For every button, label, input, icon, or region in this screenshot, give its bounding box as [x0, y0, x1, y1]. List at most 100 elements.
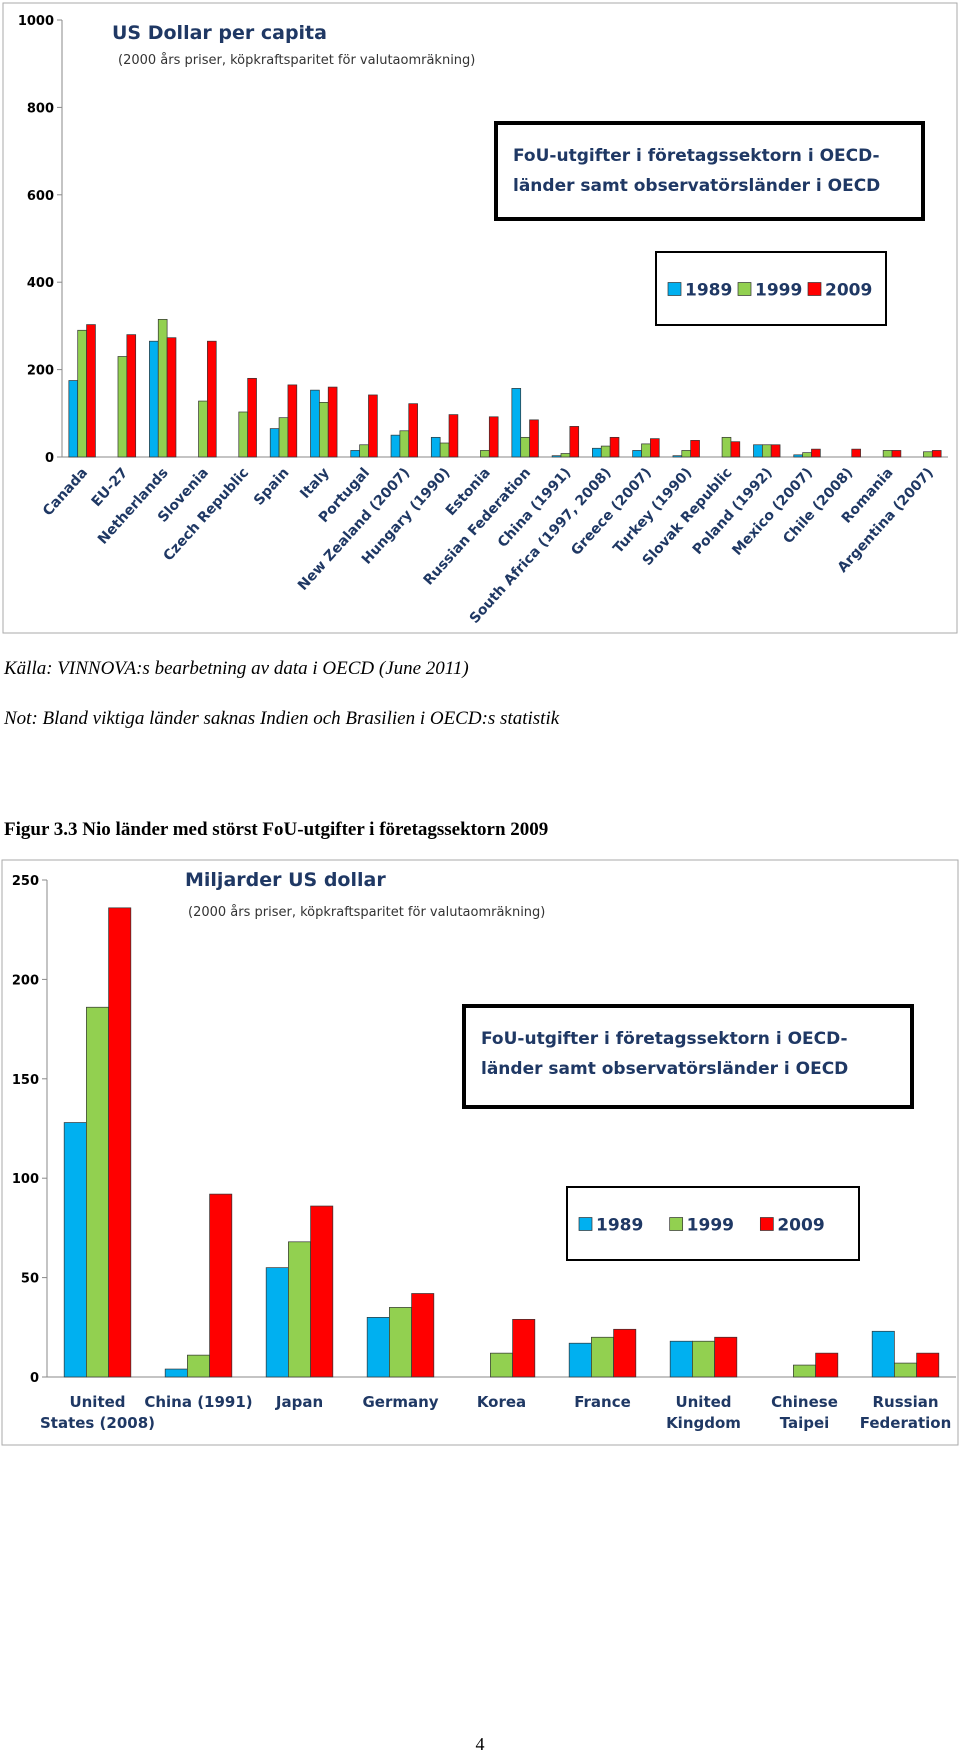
bar	[592, 447, 602, 458]
legend-box	[655, 251, 887, 326]
bar	[86, 324, 96, 458]
x-tick-label: States (2008)	[40, 1414, 155, 1432]
bar	[721, 436, 732, 458]
bar	[600, 445, 611, 458]
y-tick-label: 400	[27, 276, 54, 291]
y-tick-label: 0	[30, 1371, 39, 1386]
bar	[568, 1342, 592, 1378]
chart-subtitle: (2000 års priser, köpkraftsparitet för v…	[188, 905, 545, 920]
bar	[164, 1368, 188, 1378]
bar	[368, 394, 378, 458]
bar	[149, 340, 159, 458]
y-tick-label: 1000	[18, 14, 54, 29]
legend-label: 1999	[755, 281, 802, 301]
bar	[569, 426, 580, 458]
bar	[609, 436, 620, 458]
bar	[650, 438, 660, 458]
y-tick-label: 200	[27, 364, 54, 379]
bar	[916, 1352, 940, 1378]
x-tick-label: Taipei	[780, 1414, 830, 1432]
bar	[551, 455, 562, 458]
bar	[871, 1330, 895, 1378]
bar	[672, 455, 683, 458]
bar	[439, 442, 450, 458]
bar	[238, 411, 249, 458]
chart-title: Miljarder US dollar	[185, 869, 386, 891]
bar	[681, 450, 692, 458]
bar	[408, 403, 418, 458]
chart-subtitle: (2000 års priser, köpkraftsparitet för v…	[118, 53, 475, 68]
y-tick-label: 600	[27, 189, 54, 204]
x-tick-label: Russian	[872, 1393, 938, 1411]
annotation-line: FoU-utgifter i företagssektorn i OECD-	[513, 146, 880, 166]
bar	[68, 380, 79, 458]
bar	[529, 419, 539, 458]
legend-swatch	[807, 282, 822, 296]
bar	[761, 444, 772, 458]
legend-box	[566, 1186, 860, 1261]
bar	[63, 1122, 87, 1378]
y-tick-label: 100	[12, 1172, 39, 1187]
bar	[390, 434, 401, 458]
bar	[613, 1328, 637, 1378]
legend-label: 1989	[685, 281, 732, 301]
bar	[851, 448, 861, 458]
page-number: 4	[475, 1734, 485, 1754]
bar	[591, 1336, 614, 1378]
bar	[265, 1267, 289, 1378]
bar	[310, 1205, 334, 1378]
bar	[247, 377, 257, 458]
bar	[632, 450, 642, 458]
bar	[77, 329, 87, 458]
x-tick-label: United	[69, 1393, 125, 1411]
bar	[802, 452, 812, 458]
x-tick-label: Korea	[477, 1393, 526, 1411]
bar	[126, 334, 137, 458]
x-tick-label: Japan	[275, 1393, 323, 1411]
bar	[815, 1352, 839, 1378]
bar	[269, 428, 280, 458]
bar	[117, 356, 128, 458]
figure-caption: Figur 3.3 Nio länder med störst FoU-utgi…	[4, 819, 549, 840]
bar	[923, 451, 933, 458]
bar	[793, 1364, 816, 1378]
source-note: Källa: VINNOVA:s bearbetning av data i O…	[4, 658, 469, 679]
bar	[359, 444, 369, 458]
legend-label: 1999	[687, 1216, 734, 1236]
annotation-line: länder samt observatörsländer i OECD	[513, 176, 880, 196]
bar	[490, 1352, 513, 1378]
x-tick-label: Germany	[362, 1393, 438, 1411]
legend-swatch	[669, 1217, 684, 1231]
bar	[692, 1340, 715, 1378]
bar	[108, 907, 132, 1378]
legend-swatch	[578, 1217, 593, 1231]
bar	[366, 1317, 390, 1378]
y-tick-label: 150	[12, 1073, 39, 1088]
bar	[278, 417, 289, 458]
legend-label: 1989	[596, 1216, 643, 1236]
bar	[520, 436, 530, 458]
bar	[86, 1006, 109, 1378]
x-tick-label: Federation	[860, 1414, 952, 1432]
bar	[287, 384, 298, 458]
bar	[891, 450, 902, 458]
legend-label: 2009	[825, 281, 872, 301]
bar	[770, 444, 781, 458]
legend-label: 2009	[777, 1216, 824, 1236]
annotation-line: länder samt observatörsländer i OECD	[481, 1059, 848, 1079]
bar	[511, 388, 522, 458]
bar	[714, 1336, 738, 1378]
bar	[448, 414, 459, 458]
chart-2: 0 50 100 150 200 250 Miljarder US dollar (2000 …	[1, 859, 959, 1446]
bar	[690, 440, 700, 458]
y-tick-label: 250	[12, 874, 39, 889]
chart-title: US Dollar per capita	[112, 22, 327, 44]
bar	[209, 1193, 233, 1378]
bar	[411, 1293, 435, 1378]
annotation-box	[494, 121, 925, 221]
note: Not: Bland viktiga länder saknas Indien …	[4, 708, 560, 729]
y-tick-label: 200	[12, 973, 39, 988]
bar	[389, 1307, 412, 1378]
bar	[882, 450, 893, 458]
